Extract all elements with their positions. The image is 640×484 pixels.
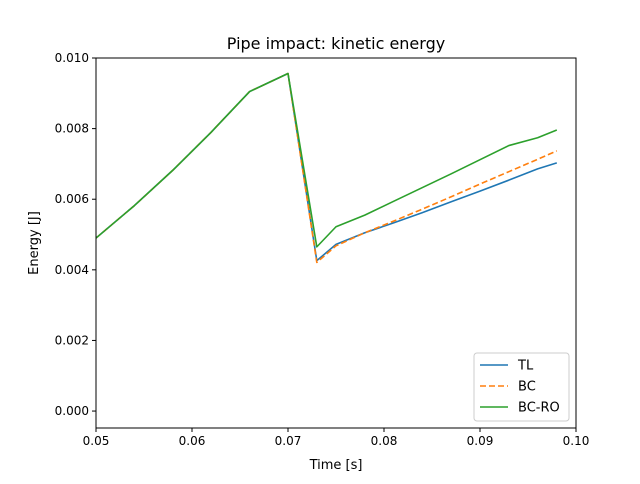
legend: TL BC BC-RO (473, 352, 570, 422)
y-tick-label: 0.006 (55, 192, 89, 206)
y-tick-label: 0.008 (55, 122, 89, 136)
legend-box (473, 352, 570, 422)
y-tick-label: 0.010 (55, 51, 89, 65)
legend-items: TL BC BC-RO (480, 359, 560, 416)
series-line-bc-ro (95, 72, 558, 248)
legend-label-bc-ro: BC-RO (518, 401, 560, 416)
y-tick-label: 0.000 (55, 404, 89, 418)
y-tick-label: 0.002 (55, 333, 89, 347)
y-tick-label: 0.004 (55, 263, 89, 277)
y-axis-ticks: 0.000 0.002 0.004 0.006 0.008 0.010 (55, 51, 96, 418)
x-axis-ticks: 0.05 0.06 0.07 0.08 0.09 0.10 (83, 428, 590, 448)
x-tick-label: 0.05 (83, 434, 110, 448)
series-layer (95, 72, 558, 264)
legend-label-tl: TL (517, 359, 534, 374)
x-tick-label: 0.10 (563, 434, 590, 448)
x-axis-label: Time [s] (309, 458, 363, 473)
x-tick-label: 0.06 (179, 434, 206, 448)
legend-label-bc: BC (518, 380, 536, 395)
chart-title: Pipe impact: kinetic energy (227, 34, 445, 53)
x-tick-label: 0.09 (467, 434, 494, 448)
x-tick-label: 0.07 (275, 434, 302, 448)
x-tick-label: 0.08 (371, 434, 398, 448)
plot-frame (95, 57, 577, 429)
y-axis-label: Energy [J] (27, 211, 42, 275)
